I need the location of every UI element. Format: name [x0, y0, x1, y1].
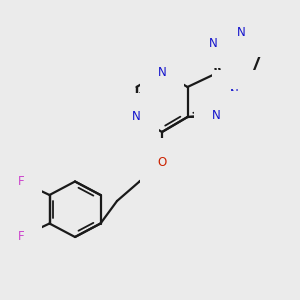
Text: N: N	[158, 65, 166, 79]
Text: N: N	[230, 88, 238, 101]
Text: N: N	[132, 110, 141, 124]
Text: N: N	[237, 26, 246, 40]
Text: N: N	[208, 37, 217, 50]
Text: F: F	[18, 230, 24, 244]
Text: O: O	[158, 155, 166, 169]
Text: N: N	[212, 109, 220, 122]
Text: F: F	[18, 175, 24, 188]
